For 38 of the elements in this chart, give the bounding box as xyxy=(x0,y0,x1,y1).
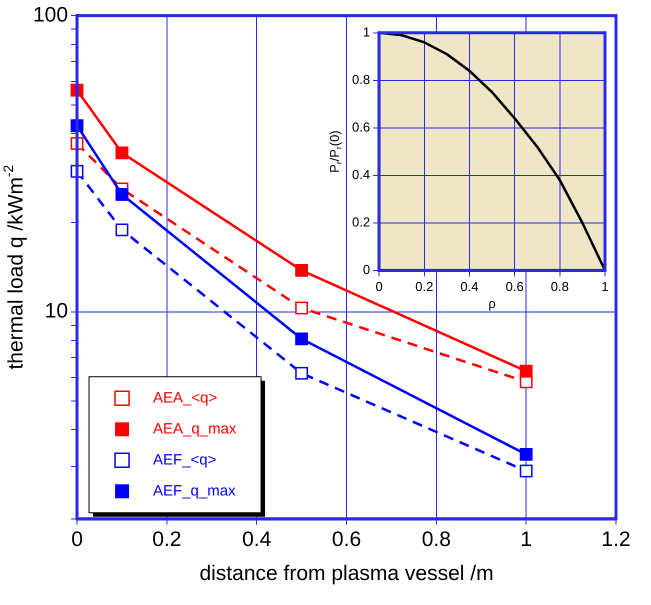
point xyxy=(295,332,308,346)
x-tick-label: 0 xyxy=(71,528,83,552)
x-axis-title: ρ xyxy=(488,296,496,311)
y-axis-title: Pr/Pr(0) xyxy=(326,130,344,173)
legend-label: AEF_<q> xyxy=(153,451,217,468)
x-axis-title: distance from plasma vessel /m xyxy=(199,562,494,586)
legend-label: AEA_<q> xyxy=(153,389,218,406)
x-tick-label: 0.4 xyxy=(242,528,272,552)
point xyxy=(520,448,533,461)
x-tick-label: 0.8 xyxy=(422,528,451,552)
y-tick-label: 1 xyxy=(362,24,370,40)
legend-label: AEA_q_max xyxy=(153,420,237,438)
point xyxy=(295,264,308,277)
y-tick-label: 10 xyxy=(44,300,68,323)
x-tick-label: 0.4 xyxy=(460,278,478,294)
x-tick-label: 0.6 xyxy=(506,278,524,294)
x-tick-label: 1 xyxy=(601,278,609,294)
point xyxy=(295,366,308,380)
x-tick-label: 0.2 xyxy=(152,528,182,552)
legend-label: AEF_q_max xyxy=(153,482,236,500)
x-tick-label: 0.2 xyxy=(415,278,434,294)
point xyxy=(116,188,128,201)
y-tick-label: 0 xyxy=(362,262,370,277)
x-tick-label: 0.8 xyxy=(550,278,569,294)
point xyxy=(116,223,128,236)
x-tick-label: 1.2 xyxy=(601,528,631,552)
x-tick-label: 1 xyxy=(520,528,532,552)
y-tick-label: 0.8 xyxy=(352,72,370,87)
x-tick-label: 0 xyxy=(375,278,383,294)
y-tick-label: 100 xyxy=(32,3,68,26)
y-tick-label: 0.6 xyxy=(352,119,370,134)
point xyxy=(295,302,308,314)
y-tick-label: 0.4 xyxy=(352,166,370,182)
y-tick-label: 0.2 xyxy=(352,214,370,230)
point xyxy=(520,364,533,378)
point xyxy=(116,146,128,160)
y-axis-title: thermal load q /kWm-2 xyxy=(1,164,28,370)
point xyxy=(520,464,533,478)
